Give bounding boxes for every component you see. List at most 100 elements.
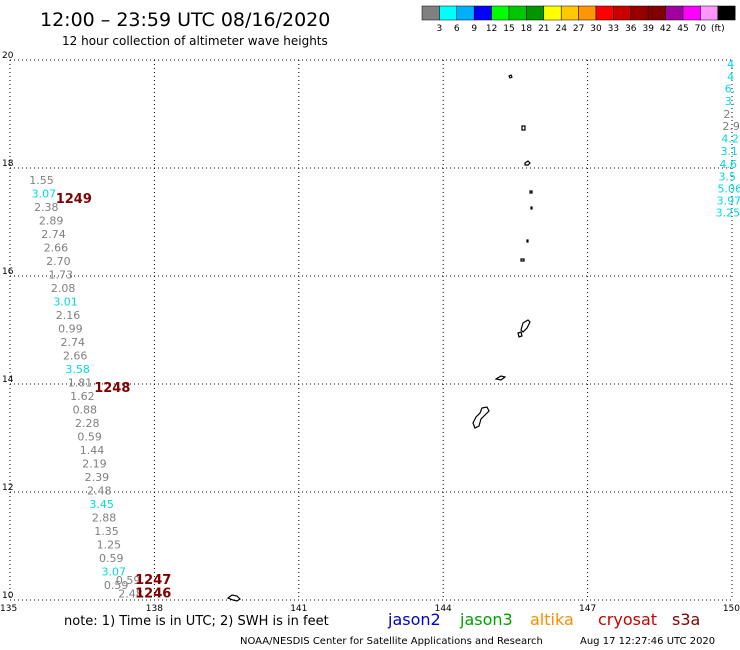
swh-value: 2.48: [118, 587, 143, 600]
legend-swatch: [491, 5, 510, 21]
swh-value: 3.: [725, 95, 736, 108]
swh-value: 2.66: [63, 350, 88, 363]
swh-value: 1.55: [29, 174, 54, 187]
swh-value: 4: [727, 58, 734, 71]
swh-value: 3.1: [720, 145, 738, 158]
legend-swatch: [665, 5, 684, 21]
coastline-islands: [226, 74, 533, 602]
lat-label: 10: [2, 591, 14, 601]
legend-label: (ft): [711, 24, 725, 34]
legend-label: 30: [590, 24, 602, 34]
legend-swatch: [526, 5, 545, 21]
track: 1.811.620.882.280.591.442.192.392.483.45…: [68, 377, 131, 593]
legend-label: 27: [573, 24, 584, 34]
swh-value: 4: [727, 71, 734, 84]
legend-swatch: [647, 5, 666, 21]
wave-height-legend: 3 6 9 12 15 18 21 24 27 30 33 36 39 42 45 70 (ft): [421, 5, 736, 34]
swh-value: 1.73: [49, 269, 74, 282]
lat-label: 20: [2, 51, 14, 61]
legend-label: 12: [486, 24, 497, 34]
map-title: 12:00 – 23:59 UTC 08/16/2020: [40, 9, 330, 31]
track: 446.3.2.2.94.23.14.63.55.063.973.25: [716, 58, 740, 220]
lon-label: 144: [435, 604, 452, 614]
swh-value: 4.2: [721, 133, 739, 146]
island-guguan: [520, 258, 525, 262]
map-subtitle: 12 hour collection of altimeter wave hei…: [62, 34, 328, 48]
lon-label: 147: [579, 604, 596, 614]
legend-swatch: [456, 5, 475, 21]
island-farallon: [508, 74, 513, 79]
swh-value: 2.19: [82, 458, 107, 471]
satellite-legend: jason2 jason3 altika cryosat s3a: [387, 610, 700, 629]
swh-value: 3.25: [716, 207, 740, 220]
legend-label: 9: [471, 24, 477, 34]
satellite-cryosat: cryosat: [598, 610, 657, 629]
footer-timestamp: Aug 17 12:27:46 UTC 2020: [580, 636, 715, 647]
swh-value: 0.59: [116, 574, 141, 587]
legend-swatch: [508, 5, 527, 21]
swh-value: 3.07: [101, 566, 126, 579]
footer-note: note: 1) Time is in UTC; 2) SWH is in fe…: [64, 614, 329, 629]
swh-value: 2.9: [722, 120, 740, 133]
legend-label: 70: [695, 24, 707, 34]
legend-label: 24: [555, 24, 567, 34]
swh-value: 2.74: [61, 336, 86, 349]
legend-label: 15: [503, 24, 514, 34]
legend-swatch: [630, 5, 649, 21]
swh-value: 1.25: [97, 539, 122, 552]
island-asuncion: [524, 160, 531, 166]
swh-value: 0.59: [104, 579, 129, 592]
lat-label: 16: [2, 267, 14, 277]
legend-swatch: [578, 5, 597, 21]
swh-value: 2.66: [44, 242, 68, 255]
pass-number: 1247: [135, 573, 171, 588]
map-area: 1.553.072.382.892.742.662.701.732.083.01…: [0, 51, 740, 614]
island-rota: [494, 375, 507, 381]
swh-value: 2.: [723, 108, 734, 121]
legend-label: 3: [437, 24, 443, 34]
swh-value: 2.89: [39, 215, 64, 228]
swh-value: 3.58: [65, 363, 90, 376]
swh-value: 2.38: [34, 201, 59, 214]
swh-value: 3.97: [717, 195, 740, 208]
pass-number: 1249: [56, 192, 92, 207]
island-ulithi: [226, 594, 241, 602]
legend-swatch: [439, 5, 458, 21]
island-guam: [472, 406, 490, 429]
swh-value: 1.81: [68, 377, 93, 390]
legend-swatch: [473, 5, 492, 21]
legend-swatch: [700, 5, 719, 21]
legend-label: 39: [642, 24, 654, 34]
track: 1.553.072.382.892.742.662.701.732.083.01…: [29, 174, 92, 376]
swh-value: 1.62: [70, 390, 95, 403]
swh-value: 4.6: [719, 158, 737, 171]
swh-value: 0.59: [99, 552, 124, 565]
swh-value: 2.74: [41, 228, 66, 241]
island-maug: [521, 125, 526, 131]
satellite-altika: altika: [530, 610, 574, 629]
swh-value: 5.06: [718, 182, 740, 195]
legend-swatch: [560, 5, 579, 21]
footer-credit: NOAA/NESDIS Center for Satellite Applica…: [240, 636, 543, 647]
axis-labels: 135 138 141 144 147 150 20 18 16 14 12 10: [0, 51, 740, 614]
swh-value: 2.48: [87, 485, 112, 498]
swh-value: 6.: [725, 82, 736, 95]
legend-swatch: [682, 5, 701, 21]
legend-label: 36: [625, 24, 637, 34]
satellite-jason2: jason2: [387, 610, 441, 629]
swh-value: 2.28: [75, 417, 100, 430]
swh-value: 2.39: [85, 471, 110, 484]
legend-swatch: [421, 5, 440, 21]
lat-label: 12: [2, 483, 13, 493]
legend-label: 18: [521, 24, 533, 34]
swh-value: 3.07: [32, 188, 57, 201]
legend-label: 6: [454, 24, 460, 34]
legend-swatch: [543, 5, 562, 21]
island-saipan: [517, 319, 531, 338]
lat-label: 18: [2, 159, 14, 169]
lon-label: 150: [723, 604, 740, 614]
swh-value: 0.88: [73, 404, 98, 417]
